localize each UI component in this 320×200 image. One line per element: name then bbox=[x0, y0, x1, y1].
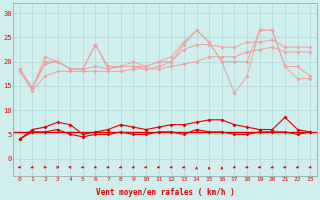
X-axis label: Vent moyen/en rafales ( km/h ): Vent moyen/en rafales ( km/h ) bbox=[96, 188, 234, 197]
